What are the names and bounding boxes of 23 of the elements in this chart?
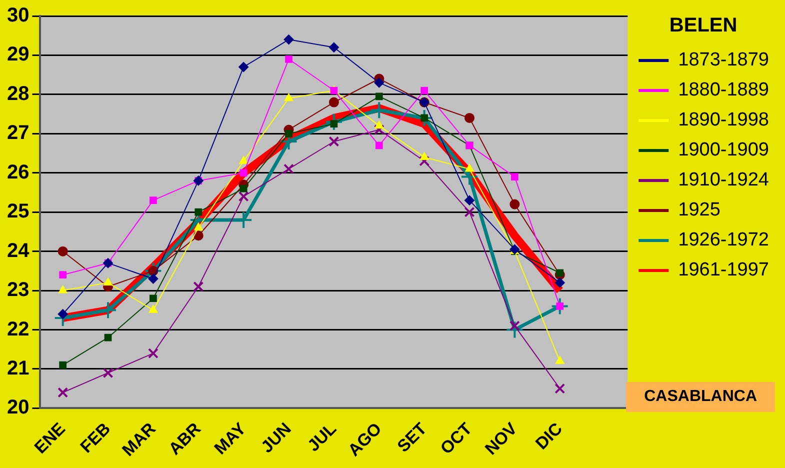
y-tick-label: 30 [6,4,30,27]
y-tick-label: 20 [6,396,30,419]
y-tick-label: 29 [6,44,30,66]
legend-label: 1925 [678,200,720,221]
y-tick-label: 25 [6,200,30,223]
legend-label: 1926-1972 [678,230,770,251]
legend-label: 1880-1889 [678,80,770,101]
y-tick-label: 28 [6,82,30,105]
legend-title: BELEN [669,14,738,37]
y-tick-label: 26 [6,161,30,184]
legend-label: 1961-1997 [678,260,770,281]
legend-label: 1890-1998 [678,110,770,131]
legend-label: 1873-1879 [678,50,770,71]
y-tick-label: 21 [6,357,30,380]
text: CASABLANCA [626,382,775,412]
legend-label: 1900-1909 [678,140,770,161]
y-tick-label: 27 [6,122,30,144]
legend-label: 1910-1924 [678,170,770,191]
x-tick-label: JUL [304,419,340,456]
y-tick-label: 23 [6,279,30,302]
x-tick-label: DIC [532,419,566,454]
y-tick-label: 22 [6,318,30,340]
y-tick-label: 24 [6,240,30,262]
